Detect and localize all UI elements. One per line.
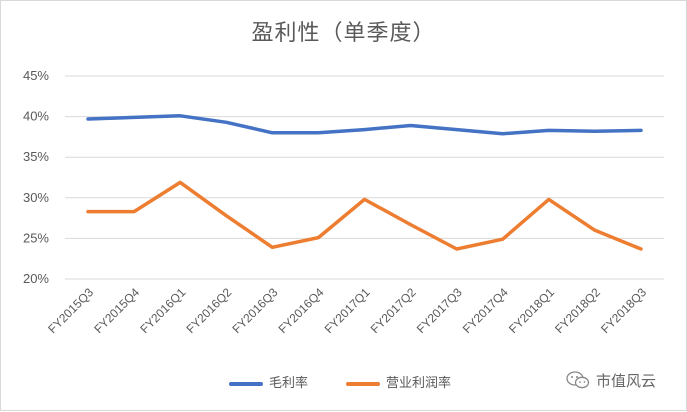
legend-swatch-gross-margin — [229, 381, 263, 386]
chart-title: 盈利性（单季度） — [251, 21, 436, 46]
y-tick-label: 45% — [23, 68, 49, 83]
legend-swatch-operating-margin — [346, 381, 380, 386]
x-tick-label: FY2016Q2 — [183, 285, 234, 336]
y-tick-label: 30% — [23, 190, 49, 205]
x-tick-label: FY2016Q4 — [276, 285, 327, 336]
series-line-0 — [86, 114, 643, 136]
y-tick-label: 25% — [23, 230, 49, 245]
y-tick-label: 40% — [23, 109, 49, 124]
x-tick-label: FY2018Q3 — [598, 285, 649, 336]
x-tick-label: FY2016Q1 — [137, 285, 188, 336]
x-tick-label: FY2017Q2 — [368, 285, 419, 336]
legend-label-operating-margin: 营业利润率 — [386, 376, 452, 391]
series-line-1 — [86, 180, 643, 251]
x-tick-label: FY2017Q3 — [414, 285, 465, 336]
x-tick-label: FY2016Q3 — [230, 285, 281, 336]
y-tick-label: 35% — [23, 149, 49, 164]
x-tick-label: FY2015Q3 — [45, 285, 96, 336]
x-tick-label: FY2017Q1 — [322, 285, 373, 336]
watermark: 市值风云 — [566, 370, 656, 393]
x-tick-label: FY2015Q4 — [91, 285, 142, 336]
legend-item-operating-margin: 营业利润率 — [346, 372, 451, 391]
x-tick-label: FY2018Q1 — [506, 285, 557, 336]
legend-label-gross-margin: 毛利率 — [269, 376, 309, 391]
y-tick-label: 20% — [23, 271, 49, 286]
watermark-text: 市值风云 — [596, 372, 657, 390]
x-tick-label: FY2018Q2 — [552, 285, 603, 336]
legend-item-gross-margin: 毛利率 — [229, 372, 308, 391]
wechat-icon — [566, 370, 590, 393]
x-tick-label: FY2017Q4 — [460, 285, 511, 336]
